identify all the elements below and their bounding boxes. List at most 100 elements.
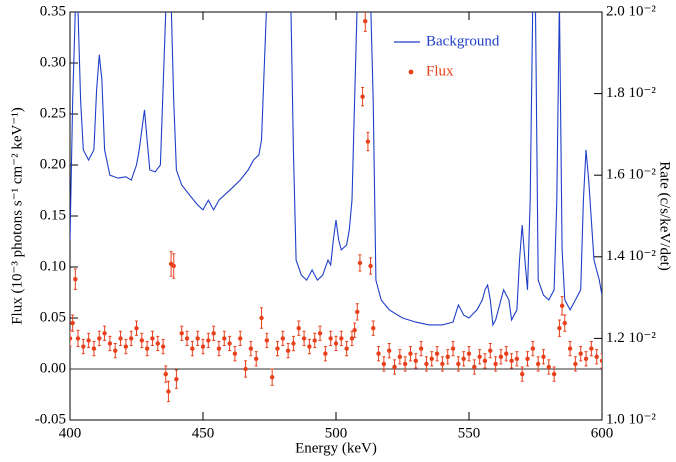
flux-point <box>450 346 456 351</box>
flux-point <box>155 341 160 346</box>
flux-point <box>139 338 145 343</box>
flux-point <box>402 361 408 367</box>
flux-point <box>333 341 339 346</box>
x-tick-label: 550 <box>458 425 481 441</box>
y2-tick-label: 2.0 10⁻² <box>606 3 656 19</box>
flux-point <box>363 18 368 24</box>
flux-point <box>150 336 155 341</box>
y2-tick-label: 1.0 10⁻² <box>606 411 656 427</box>
flux-point <box>498 354 504 359</box>
legend-label: Flux <box>426 63 454 79</box>
flux-point <box>541 354 546 359</box>
flux-point <box>269 374 275 380</box>
flux-point <box>195 336 200 341</box>
flux-point <box>514 356 520 361</box>
flux-point <box>307 344 312 349</box>
flux-point <box>355 309 360 315</box>
flux-point <box>387 348 392 353</box>
flux-point <box>573 361 578 367</box>
flux-point <box>599 358 602 364</box>
flux-point <box>365 139 371 144</box>
y-tick-label: 0.30 <box>40 54 66 70</box>
flux-point <box>160 344 166 349</box>
flux-point <box>238 336 243 341</box>
flux-point <box>578 351 583 356</box>
y2-tick-label: 1.2 10⁻² <box>606 330 656 346</box>
flux-point <box>589 346 594 351</box>
flux-point <box>466 351 472 356</box>
flux-point <box>323 351 328 356</box>
flux-point <box>456 361 461 367</box>
flux-point <box>567 346 573 351</box>
flux-point <box>488 348 493 353</box>
flux-point <box>184 336 190 341</box>
x-axis-label: Energy (keV) <box>295 440 377 456</box>
flux-point <box>291 341 296 346</box>
flux-point <box>222 336 227 341</box>
flux-point <box>301 336 307 341</box>
flux-point <box>275 346 280 351</box>
flux-point <box>123 344 129 349</box>
flux-point <box>418 346 424 351</box>
flux-point <box>440 361 445 367</box>
flux-point <box>525 356 530 361</box>
flux-point <box>144 346 150 351</box>
flux-point <box>328 336 333 341</box>
x-tick-label: 450 <box>192 425 215 441</box>
background-line <box>70 12 602 327</box>
flux-point <box>371 326 376 331</box>
flux-point <box>254 356 259 361</box>
flux-point <box>200 344 206 349</box>
y2-axis-label: Rate (c/s/keV/det) <box>657 161 673 271</box>
flux-point <box>75 336 81 341</box>
flux-point <box>190 346 195 351</box>
flux-point <box>482 358 488 364</box>
x-tick-label: 500 <box>325 425 348 441</box>
y-tick-label: 0.25 <box>40 105 66 121</box>
y-tick-label: 0.10 <box>40 258 66 274</box>
flux-point <box>434 351 440 356</box>
flux-point <box>424 361 429 367</box>
flux-point <box>73 277 78 282</box>
y2-tick-label: 1.6 10⁻² <box>606 167 656 183</box>
flux-point <box>493 361 498 367</box>
flux-point <box>113 348 118 353</box>
flux-point <box>97 336 102 341</box>
flux-point <box>70 320 75 326</box>
flux-point <box>86 338 91 343</box>
flux-point <box>520 371 525 377</box>
flux-point <box>504 351 509 356</box>
flux-point <box>413 358 418 364</box>
y-axis-label: Flux (10⁻³ photons s⁻¹ cm⁻² keV⁻¹) <box>9 107 25 325</box>
flux-point <box>368 263 373 269</box>
flux-point <box>285 348 291 353</box>
flux-point <box>509 358 514 364</box>
flux-point <box>461 356 466 361</box>
flux-point <box>248 346 254 351</box>
flux-point <box>174 377 179 382</box>
flux-point <box>317 331 323 336</box>
y-tick-label: 0.20 <box>40 156 66 172</box>
flux-point <box>107 341 113 346</box>
flux-point <box>91 346 97 351</box>
flux-point <box>166 389 171 394</box>
flux-point <box>70 336 73 341</box>
flux-point <box>128 336 134 341</box>
plot-frame <box>69 11 603 421</box>
legend-label: Background <box>426 33 500 49</box>
flux-point <box>551 371 557 377</box>
y2-tick-label: 1.4 10⁻² <box>606 248 656 264</box>
y-tick-label: 0.15 <box>40 207 66 223</box>
flux-point <box>360 94 365 99</box>
x-tick-label: 400 <box>59 425 82 441</box>
flux-point <box>357 260 363 266</box>
flux-point <box>392 364 397 370</box>
plot-area <box>70 12 602 403</box>
y-tick-label: 0.05 <box>40 309 66 325</box>
flux-point <box>562 320 567 326</box>
flux-point <box>408 351 413 356</box>
flux-point <box>381 361 387 367</box>
flux-point <box>243 366 248 372</box>
flux-point <box>397 354 403 359</box>
flux-point <box>559 303 565 308</box>
